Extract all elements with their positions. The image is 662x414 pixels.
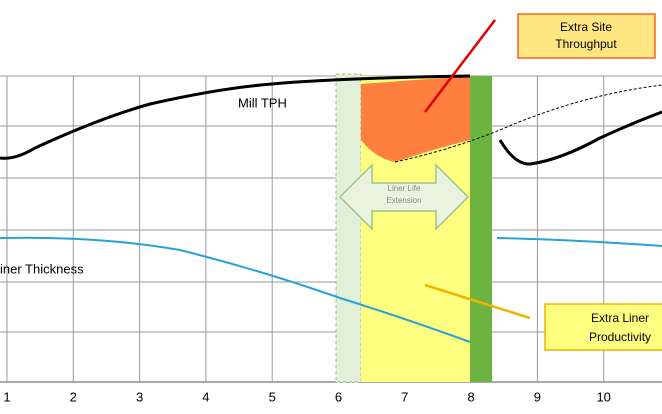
x-tick-label: 4 [202,389,209,404]
liner-thickness-label: iner Thickness [0,261,84,276]
x-tick-label: 10 [596,389,610,404]
callout-text: Extra Site [560,20,612,34]
extension-label: Liner Life [388,184,421,193]
x-tick-label: 2 [70,389,77,404]
x-tick-label: 8 [467,389,474,404]
x-tick-label: 6 [335,389,342,404]
mill-tph-projection [394,84,662,163]
reline-bar [470,76,492,382]
callout-box [517,13,656,59]
extension-arrow [338,163,470,231]
x-ticks: 1 2 3 4 5 6 7 8 9 10 [3,389,611,404]
callout-line [424,19,496,113]
mill-tph-curve-after [498,110,662,166]
callout-text: Throughput [555,37,617,51]
mill-tph-label: Mill TPH [238,95,287,110]
extension-label: Extension [386,196,421,205]
x-tick-label: 9 [534,389,541,404]
callout-text: Productivity [589,330,651,344]
x-tick-label: 7 [401,389,408,404]
extension-band [335,73,362,383]
x-tick-label: 3 [136,389,143,404]
grid [0,75,662,383]
callout-line [424,283,531,320]
mill-tph-curve [0,74,471,160]
x-tick-label: 1 [3,389,10,404]
extra-throughput-region [361,76,470,162]
x-tick-label: 5 [269,389,276,404]
callout-text: Extra Liner [591,311,649,325]
liner-thickness-curve-after [496,237,662,247]
callout-box [544,303,662,351]
liner-thickness-curve [0,236,471,343]
